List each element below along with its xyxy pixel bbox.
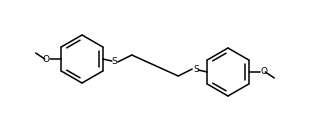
Text: O: O <box>261 67 268 77</box>
Text: O: O <box>42 55 49 63</box>
Text: S: S <box>193 64 199 74</box>
Text: S: S <box>111 58 117 66</box>
